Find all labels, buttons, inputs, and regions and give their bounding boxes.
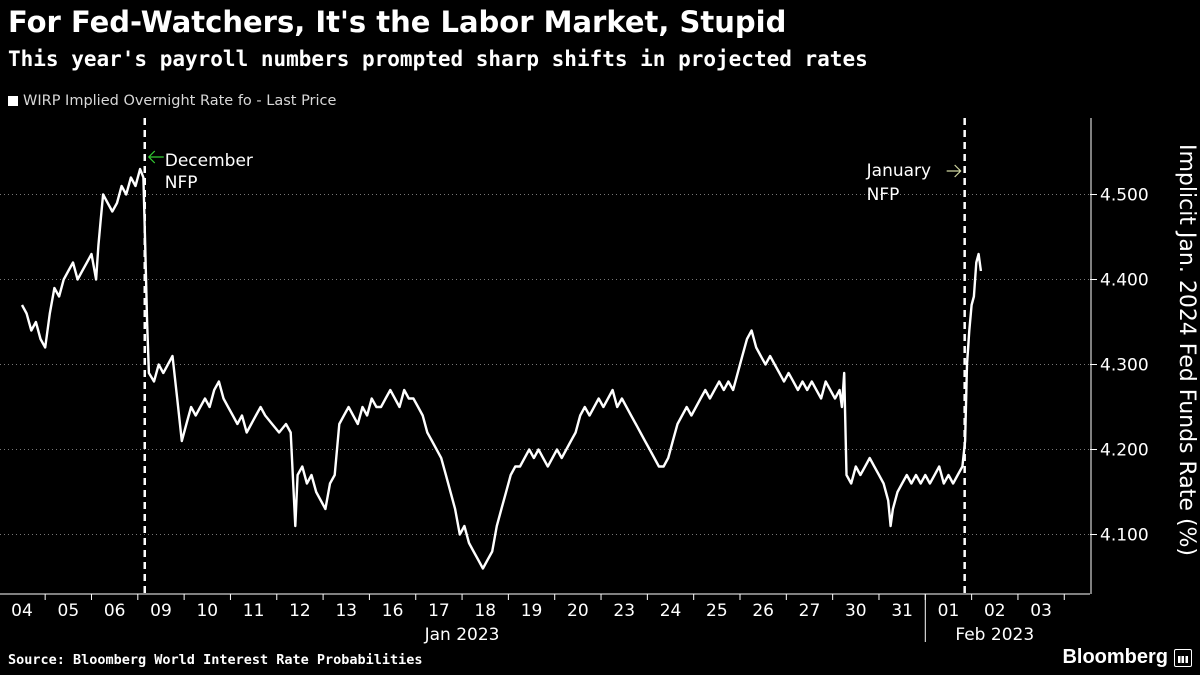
y-tick-label: 4.100 <box>1100 526 1149 546</box>
y-axis: 4.100 4.200 4.300 4.400 4.500 <box>1090 118 1149 594</box>
x-tick-label: 30 <box>845 601 867 621</box>
y-tick-label: 4.300 <box>1100 356 1149 376</box>
event-label: NFP <box>165 173 198 193</box>
x-tick-label: 02 <box>984 601 1006 621</box>
x-tick-label: 05 <box>58 601 80 621</box>
grid-lines <box>0 194 1090 535</box>
x-tick-label: 31 <box>891 601 913 621</box>
series-lines <box>20 167 983 570</box>
y-tick-label: 4.400 <box>1100 271 1149 291</box>
x-tick-label: 20 <box>567 601 589 621</box>
brand-name: Bloomberg <box>1062 646 1168 668</box>
y-tick-label: 4.200 <box>1100 441 1149 461</box>
x-tick-label: 27 <box>799 601 821 621</box>
x-axis: 04 05 06 09 10 11 12 13 16 17 18 19 20 23 24 25 26 27 30 31… <box>0 593 1090 645</box>
arrow-right-icon <box>946 164 962 178</box>
x-tick-label: 18 <box>474 601 496 621</box>
legend-label: WIRP Implied Overnight Rate fo - Last Pr… <box>23 93 337 109</box>
event-label: December <box>165 151 253 171</box>
x-tick-label: 10 <box>196 601 218 621</box>
legend-swatch <box>8 96 18 106</box>
x-tick-label: 11 <box>243 601 265 621</box>
x-tick-label: 03 <box>1030 601 1052 621</box>
x-tick-label: 24 <box>660 601 682 621</box>
x-group-label: Jan 2023 <box>424 625 500 645</box>
y-tick-label: 4.500 <box>1100 186 1149 206</box>
x-tick-label: 16 <box>382 601 404 621</box>
legend: WIRP Implied Overnight Rate fo - Last Pr… <box>8 90 336 112</box>
series-line <box>20 167 983 570</box>
event-label: January <box>866 161 931 181</box>
event-label: NFP <box>867 185 900 205</box>
x-tick-label: 04 <box>11 601 33 621</box>
x-tick-label: 09 <box>150 601 172 621</box>
y-axis-title: Implicit Jan. 2024 Fed Funds Rate (%) <box>1174 144 1199 556</box>
x-tick-label: 12 <box>289 601 311 621</box>
arrow-left-icon <box>147 150 164 164</box>
brand: Bloomberg <box>1062 646 1192 669</box>
chart-subtitle: This year's payroll numbers prompted sha… <box>8 47 868 71</box>
x-tick-label: 19 <box>521 601 543 621</box>
x-tick-label: 25 <box>706 601 728 621</box>
x-tick-label: 23 <box>613 601 635 621</box>
chart-title: For Fed-Watchers, It's the Labor Market,… <box>8 5 787 39</box>
source-note: Source: Bloomberg World Interest Rate Pr… <box>8 652 423 668</box>
x-tick-label: 17 <box>428 601 450 621</box>
bloomberg-logo-icon <box>1174 648 1192 667</box>
x-tick-label: 06 <box>104 601 126 621</box>
x-tick-label: 13 <box>335 601 357 621</box>
x-tick-label: 01 <box>938 601 960 621</box>
x-group-label: Feb 2023 <box>955 625 1034 645</box>
x-tick-label: 26 <box>752 601 774 621</box>
